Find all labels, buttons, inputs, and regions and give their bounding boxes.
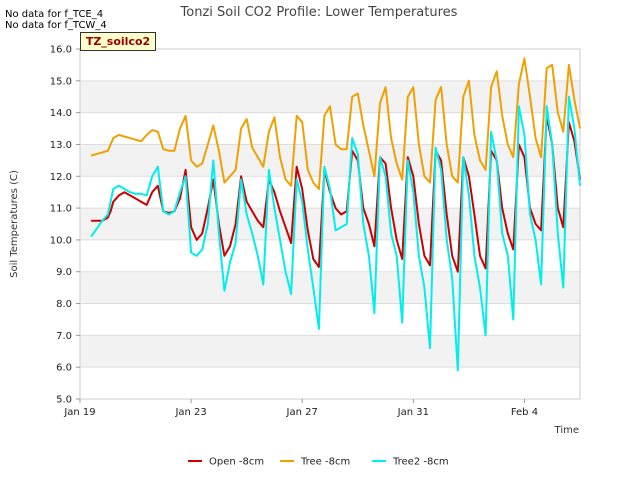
y-axis-label: Soil Temperatures (C) [9, 170, 20, 278]
y-tick-label: 7.0 [56, 331, 72, 342]
x-tick-label: Jan 23 [174, 407, 206, 418]
y-tick-label: 11.0 [50, 204, 72, 215]
x-tick-label: Feb 4 [511, 407, 538, 418]
y-axis-ticks: 5.0 6.0 7.0 8.0 9.0 10.0 11.0 12.0 13.0 14.0 15.0 1… [50, 45, 80, 406]
x-axis-label: Time [554, 425, 579, 436]
x-tick-label: Jan 31 [397, 407, 429, 418]
x-tick-label: Jan 19 [63, 407, 95, 418]
chart-title: Tonzi Soil CO2 Profile: Lower Temperatur… [180, 5, 458, 20]
x-tick-label: Jan 27 [286, 407, 318, 418]
series-line-3 [90, 95, 581, 372]
y-tick-label: 5.0 [56, 395, 72, 406]
x-axis-ticks: Jan 19 Jan 23 Jan 27 Jan 31 Feb 4 [63, 399, 538, 418]
y-tick-label: 15.0 [50, 76, 72, 87]
no-data-note-1: No data for f_TCE_4 [5, 9, 104, 20]
site-badge: TZ_soilco2 [80, 32, 156, 51]
series-line-2 [90, 57, 581, 190]
legend: Open -8cm Tree -8cm Tree2 -8cm [188, 457, 449, 468]
grid-band [80, 271, 580, 304]
no-data-note-2: No data for f_TCW_4 [5, 20, 107, 31]
legend-label-1: Open -8cm [209, 457, 264, 468]
grid-band [80, 335, 580, 368]
legend-label-2: Tree -8cm [300, 457, 350, 468]
grid-band [80, 208, 580, 240]
plot-frame [79, 48, 581, 400]
y-tick-label: 6.0 [56, 363, 72, 374]
y-tick-label: 8.0 [56, 299, 72, 310]
y-tick-label: 9.0 [56, 267, 72, 278]
y-tick-label: 14.0 [50, 108, 72, 119]
y-tick-label: 13.0 [50, 140, 72, 151]
legend-label-3: Tree2 -8cm [392, 457, 449, 468]
series-lines [90, 57, 581, 372]
y-tick-label: 12.0 [50, 172, 72, 183]
y-tick-label: 16.0 [50, 45, 72, 56]
y-tick-label: 10.0 [50, 235, 72, 246]
